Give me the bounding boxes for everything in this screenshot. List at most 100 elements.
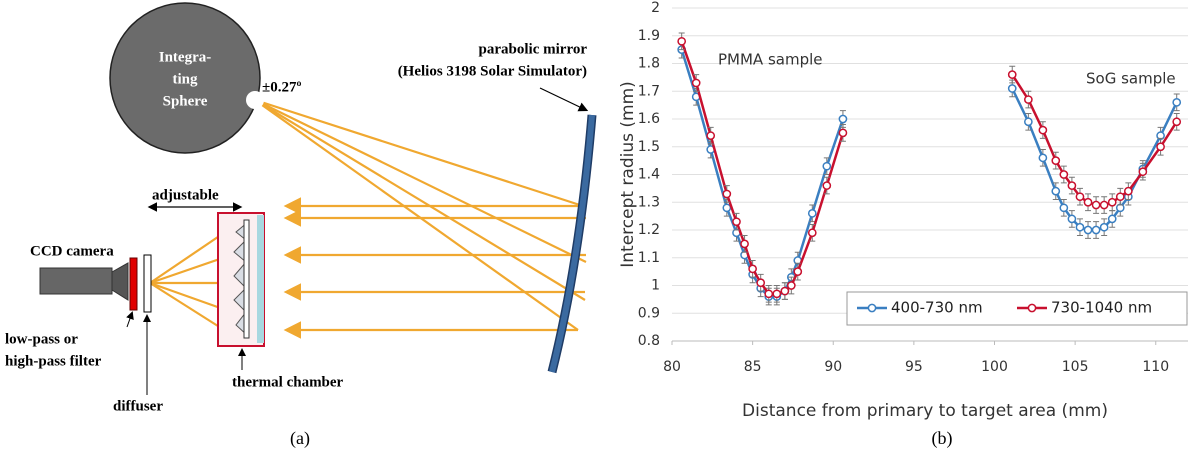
data-point [1083, 197, 1093, 207]
data-point [1024, 117, 1033, 127]
data-point [838, 128, 848, 138]
data-point [1115, 192, 1125, 202]
data-point [1038, 153, 1048, 163]
data-point [740, 239, 749, 249]
diffuser-label: diffuser [113, 398, 163, 414]
y-tick-label: 1.6 [638, 111, 660, 127]
data-point [1172, 98, 1182, 107]
annotation: PMMA sample [718, 51, 823, 69]
x-tick-label: 95 [905, 359, 923, 375]
y-tick-label: 1.8 [638, 56, 660, 72]
legend-marker [1027, 303, 1037, 313]
y-tick-label: 1.2 [638, 222, 660, 238]
y-tick-label: 1.1 [638, 250, 660, 266]
ray [254, 98, 584, 208]
sphere-port [246, 91, 264, 109]
data-point [1007, 70, 1017, 79]
y-tick-label: 1.4 [638, 167, 660, 183]
annotation: SoG sample [1086, 70, 1176, 88]
data-point [807, 209, 817, 218]
data-point [722, 189, 732, 199]
pointer-arrow [539, 87, 589, 112]
data-point [1138, 167, 1148, 177]
data-point [772, 289, 782, 299]
x-tick-label: 105 [1062, 359, 1089, 375]
data-point [1007, 84, 1017, 93]
y-tick-label: 1 [651, 278, 660, 294]
data-point [822, 181, 832, 190]
data-point [1059, 170, 1069, 179]
y-tick-label: 1.9 [638, 28, 660, 44]
caption: (a) [290, 428, 310, 449]
caption: (b) [932, 428, 953, 449]
data-point [1091, 200, 1101, 210]
data-point [764, 289, 774, 299]
mirror-label: parabolic mirror [479, 41, 588, 57]
x-tick-label: 100 [981, 359, 1008, 375]
data-point [1107, 197, 1117, 207]
y-tick-label: 1.7 [638, 83, 660, 99]
x-tick-label: 110 [1142, 359, 1169, 375]
setup-diagram: Integra- ting Sphere ±0.27º parabolic mi… [5, 2, 597, 449]
data-point [780, 286, 790, 296]
data-point [1024, 95, 1033, 104]
data-point [691, 78, 701, 88]
window [257, 215, 264, 343]
data-point [1067, 181, 1077, 190]
camera-body [39, 267, 113, 295]
sphere-label: ting [172, 71, 198, 87]
diffuser-plate [143, 254, 152, 313]
data-point [838, 114, 848, 124]
data-point [1099, 200, 1109, 210]
data-point [756, 278, 766, 288]
data-point [1038, 125, 1048, 135]
filter-label: high-pass filter [5, 353, 102, 369]
y-tick-label: 1.5 [638, 139, 660, 155]
filter-label: low-pass or [5, 331, 78, 347]
data-point [786, 281, 796, 290]
parabolic-mirror [549, 114, 595, 373]
data-point [722, 203, 732, 213]
camera-lens [111, 262, 129, 301]
x-axis-label: Distance from primary to target area (mm… [742, 401, 1108, 421]
data-point [706, 131, 716, 140]
filter [129, 257, 138, 311]
data-point [1172, 117, 1182, 127]
data-point [1067, 214, 1077, 224]
pointer-arrow [126, 311, 134, 328]
data-point [1059, 203, 1069, 213]
ray [254, 99, 586, 301]
x-tick-label: 85 [744, 359, 762, 375]
y-tick-label: 2 [651, 0, 660, 16]
data-point [1083, 225, 1093, 235]
data-point [1075, 222, 1085, 232]
sphere-label: Integra- [159, 49, 212, 65]
data-point [822, 161, 832, 171]
data-point [1051, 186, 1061, 196]
data-point [1156, 142, 1165, 152]
data-point [807, 228, 817, 238]
ray [254, 99, 587, 263]
data-point [1099, 222, 1109, 232]
x-tick-label: 90 [824, 359, 842, 375]
data-point [1123, 186, 1133, 196]
data-point [732, 217, 741, 227]
legend-marker [867, 303, 877, 313]
legend-label: 730-1040 nm [1051, 299, 1152, 317]
chart: 0.8 0.9 1 1.1 1.2 1.3 1.4 1.5 1.6 1.7 1.8 1.9 2 80 85 9… [618, 0, 1188, 449]
chamber-label: thermal chamber [232, 374, 344, 390]
data-point [1107, 214, 1117, 224]
ray [254, 99, 579, 331]
sample-plate [243, 219, 250, 339]
data-point [1075, 192, 1085, 202]
sphere-label: Sphere [163, 93, 208, 109]
y-tick-label: 0.8 [638, 333, 660, 349]
adjustable-label: adjustable [152, 187, 219, 203]
data-point [748, 264, 757, 274]
y-axis-label: Intercept radius (mm) [618, 81, 638, 268]
legend-label: 400-730 nm [891, 299, 983, 317]
x-tick-label: 80 [663, 359, 681, 375]
angle-label: ±0.27º [262, 79, 301, 95]
data-point [677, 36, 687, 46]
